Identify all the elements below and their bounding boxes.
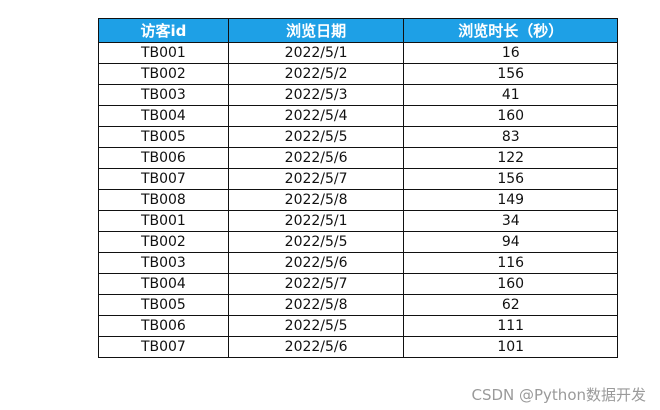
visitor-id-cell: TB007 bbox=[98, 168, 229, 190]
browse-duration-cell: 160 bbox=[403, 105, 618, 127]
table-row: TB006 2022/5/5 111 bbox=[98, 315, 618, 337]
browse-duration-cell: 122 bbox=[403, 147, 618, 169]
visitor-id-cell: TB003 bbox=[98, 84, 229, 106]
visitor-id-cell: TB004 bbox=[98, 273, 229, 295]
table-row: TB008 2022/5/8 149 bbox=[98, 189, 618, 211]
browse-duration-cell: 94 bbox=[403, 231, 618, 253]
browse-duration-cell: 101 bbox=[403, 336, 618, 358]
table-row: TB003 2022/5/3 41 bbox=[98, 84, 618, 106]
table-row: TB002 2022/5/5 94 bbox=[98, 231, 618, 253]
browse-date-cell: 2022/5/7 bbox=[227, 168, 405, 190]
visitor-id-cell: TB001 bbox=[98, 210, 229, 232]
visitor-id-cell: TB001 bbox=[98, 42, 229, 64]
table-row: TB004 2022/5/7 160 bbox=[98, 273, 618, 295]
visitor-id-cell: TB003 bbox=[98, 252, 229, 274]
visitor-id-cell: TB007 bbox=[98, 336, 229, 358]
visitor-table: 访客id 浏览日期 浏览时长（秒） TB001 2022/5/1 16 TB002 20… bbox=[98, 18, 618, 358]
browse-duration-cell: 34 bbox=[403, 210, 618, 232]
table-row: TB006 2022/5/6 122 bbox=[98, 147, 618, 169]
browse-duration-cell: 62 bbox=[403, 294, 618, 316]
browse-date-cell: 2022/5/6 bbox=[227, 336, 405, 358]
visitor-id-cell: TB006 bbox=[98, 147, 229, 169]
browse-duration-cell: 83 bbox=[403, 126, 618, 148]
browse-duration-cell: 160 bbox=[403, 273, 618, 295]
table-row: TB005 2022/5/5 83 bbox=[98, 126, 618, 148]
browse-date-cell: 2022/5/5 bbox=[227, 231, 405, 253]
table-row: TB005 2022/5/8 62 bbox=[98, 294, 618, 316]
browse-date-cell: 2022/5/8 bbox=[227, 294, 405, 316]
table-row: TB001 2022/5/1 34 bbox=[98, 210, 618, 232]
browse-duration-cell: 16 bbox=[403, 42, 618, 64]
browse-date-cell: 2022/5/1 bbox=[227, 42, 405, 64]
header-browse-duration: 浏览时长（秒） bbox=[403, 18, 618, 43]
browse-date-cell: 2022/5/6 bbox=[227, 147, 405, 169]
browse-date-cell: 2022/5/7 bbox=[227, 273, 405, 295]
table-row: TB002 2022/5/2 156 bbox=[98, 63, 618, 85]
visitor-id-cell: TB002 bbox=[98, 63, 229, 85]
visitor-id-cell: TB005 bbox=[98, 126, 229, 148]
table-body: TB001 2022/5/1 16 TB002 2022/5/2 156 TB003 2022… bbox=[98, 42, 618, 358]
browse-date-cell: 2022/5/1 bbox=[227, 210, 405, 232]
browse-duration-cell: 41 bbox=[403, 84, 618, 106]
browse-duration-cell: 149 bbox=[403, 189, 618, 211]
watermark: CSDN @Python数据开发 bbox=[471, 386, 646, 404]
browse-date-cell: 2022/5/3 bbox=[227, 84, 405, 106]
browse-date-cell: 2022/5/5 bbox=[227, 315, 405, 337]
browse-date-cell: 2022/5/8 bbox=[227, 189, 405, 211]
browse-duration-cell: 111 bbox=[403, 315, 618, 337]
table-row: TB001 2022/5/1 16 bbox=[98, 42, 618, 64]
table-row: TB004 2022/5/4 160 bbox=[98, 105, 618, 127]
table-row: TB007 2022/5/7 156 bbox=[98, 168, 618, 190]
visitor-id-cell: TB004 bbox=[98, 105, 229, 127]
visitor-id-cell: TB006 bbox=[98, 315, 229, 337]
header-visitor-id: 访客id bbox=[98, 18, 229, 43]
browse-date-cell: 2022/5/4 bbox=[227, 105, 405, 127]
header-row: 访客id 浏览日期 浏览时长（秒） bbox=[98, 18, 618, 43]
header-browse-date: 浏览日期 bbox=[227, 18, 405, 43]
browse-date-cell: 2022/5/2 bbox=[227, 63, 405, 85]
table-row: TB007 2022/5/6 101 bbox=[98, 336, 618, 358]
visitor-id-cell: TB005 bbox=[98, 294, 229, 316]
visitor-id-cell: TB002 bbox=[98, 231, 229, 253]
browse-date-cell: 2022/5/5 bbox=[227, 126, 405, 148]
table-row: TB003 2022/5/6 116 bbox=[98, 252, 618, 274]
browse-duration-cell: 116 bbox=[403, 252, 618, 274]
visitor-id-cell: TB008 bbox=[98, 189, 229, 211]
browse-duration-cell: 156 bbox=[403, 168, 618, 190]
browse-duration-cell: 156 bbox=[403, 63, 618, 85]
browse-date-cell: 2022/5/6 bbox=[227, 252, 405, 274]
